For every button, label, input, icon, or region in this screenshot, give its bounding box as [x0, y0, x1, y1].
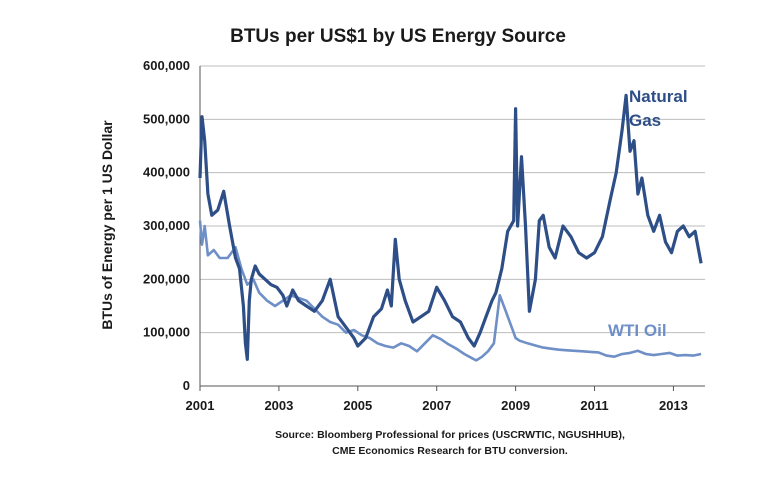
y-tick-label: 600,000: [143, 58, 190, 73]
x-tick-label: 2007: [422, 398, 451, 413]
y-tick-label: 300,000: [143, 218, 190, 233]
x-tick-label: 2003: [264, 398, 293, 413]
gridlines: [200, 65, 705, 334]
series-label-wti-oil: WTI Oil: [608, 321, 667, 340]
x-tick-label: 2011: [580, 398, 608, 413]
y-tick-label: 100,000: [143, 325, 190, 340]
source-line-1: Source: Bloomberg Professional for price…: [275, 429, 625, 441]
y-tick-label: 500,000: [143, 111, 190, 126]
series-label-natural-gas: Natural: [629, 87, 688, 106]
x-tick-labels: 2001 2003 2005 2007 2009 2011 2013: [186, 398, 688, 413]
y-tick-label: 0: [183, 378, 190, 393]
y-tick-label: 400,000: [143, 165, 190, 180]
series-line-wti-oil: [198, 220, 702, 362]
x-tick-label: 2005: [343, 398, 372, 413]
x-tick-label: 2013: [659, 398, 688, 413]
source-line-2: CME Economics Research for BTU conversio…: [332, 445, 568, 457]
series-labels: Natural Gas WTI Oil: [608, 87, 688, 340]
y-tick-labels: 0 100,000 200,000 300,000 400,000 500,000 600,…: [143, 58, 190, 393]
x-tick-label: 2009: [501, 398, 530, 413]
series-label-natural-gas: Gas: [629, 111, 661, 130]
chart-title: BTUs per US$1 by US Energy Source: [230, 26, 566, 47]
x-tick-label: 2001: [186, 398, 215, 413]
series-lines: [198, 93, 703, 362]
y-tick-label: 200,000: [143, 271, 190, 286]
y-axis-label: BTUs of Energy per 1 US Dollar: [99, 120, 115, 330]
series-line-natural-gas: [198, 93, 703, 361]
